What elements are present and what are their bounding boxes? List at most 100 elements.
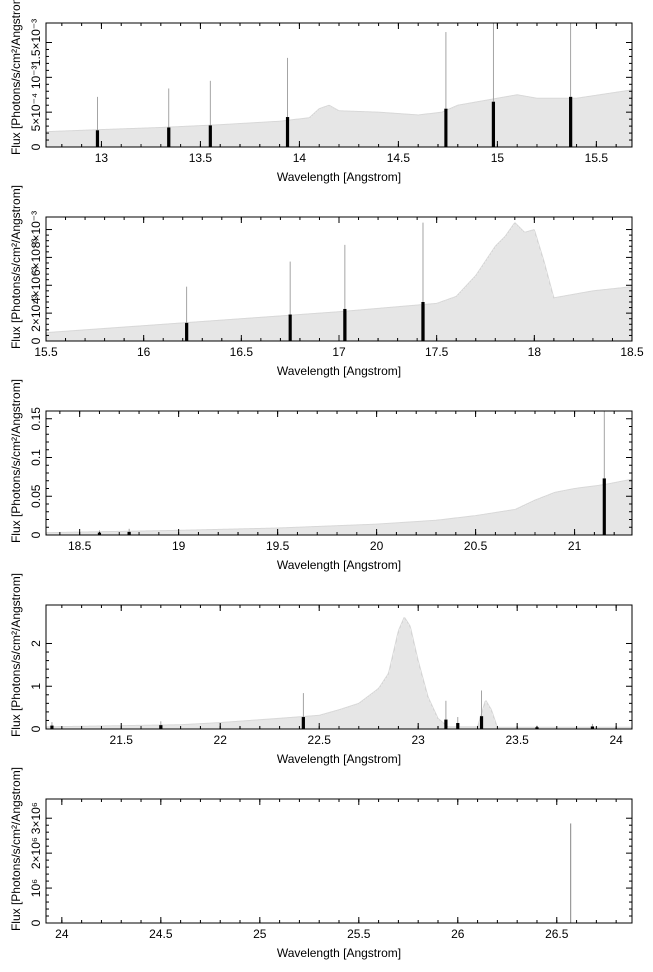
x-tick-label: 18.5 xyxy=(620,345,644,359)
emission-line-bar xyxy=(479,716,484,729)
plot-frame xyxy=(45,410,633,536)
plot-area xyxy=(46,411,632,535)
x-axis-label: Wavelength [Angstrom] xyxy=(277,946,401,960)
y-axis-label: Flux [Photons/s/cm²/Angstrom] xyxy=(9,767,23,931)
x-tick-label: 24.5 xyxy=(149,927,173,941)
x-tick-label: 19 xyxy=(172,539,186,553)
emission-line-bar xyxy=(285,117,290,147)
continuum-envelope xyxy=(46,89,632,133)
x-tick-label: 13.5 xyxy=(189,151,213,165)
panel-4: 21.5 22 22.5 23 23.5 24 0 1 2 Wavelength [Angstro… xyxy=(9,573,633,766)
emission-line-bar xyxy=(343,308,347,341)
y-tick-label: 0.1 xyxy=(29,449,43,466)
x-tick-label: 18.5 xyxy=(68,539,92,553)
y-tick-label: 3×10⁶ xyxy=(29,802,43,834)
x-tick-label: 17.5 xyxy=(425,345,449,359)
continuum-envelope xyxy=(46,478,632,534)
plot-area xyxy=(46,23,632,147)
continuum-bins xyxy=(46,618,632,729)
x-axis-label: Wavelength [Angstrom] xyxy=(277,558,401,572)
emission-line-bar xyxy=(570,823,572,923)
emission-line-bar xyxy=(288,314,292,341)
plot-area xyxy=(46,617,632,729)
y-tick-label: 10⁶ xyxy=(29,879,43,897)
x-tick-label: 16 xyxy=(137,345,151,359)
emission-line-bar xyxy=(444,108,448,147)
emission-line-bar xyxy=(95,130,100,147)
x-tick-label: 17 xyxy=(332,345,346,359)
x-tick-label: 16.5 xyxy=(230,345,254,359)
y-axis-label: Flux [Photons/s/cm²/Angstrom] xyxy=(9,185,23,349)
emission-line-bar xyxy=(127,531,131,535)
plot-area xyxy=(570,823,572,923)
emission-line-bar xyxy=(569,96,573,147)
plot-frame xyxy=(45,798,633,924)
emission-line-bar xyxy=(444,719,448,729)
x-tick-label: 20 xyxy=(370,539,384,553)
x-tick-label: 20.5 xyxy=(464,539,488,553)
y-tick-label: 6×10⁻³ xyxy=(29,239,43,276)
x-tick-label: 26 xyxy=(451,927,465,941)
x-tick-label: 24 xyxy=(55,927,69,941)
continuum-bins xyxy=(46,90,632,147)
emission-line-bar xyxy=(208,125,212,147)
y-tick-label: 0 xyxy=(29,919,43,926)
y-tick-label: 2×10⁶ xyxy=(29,837,43,869)
panel-3: 18.5 19 19.5 20 20.5 21 0 0.05 0.1 0.15 Wavelength… xyxy=(9,379,633,572)
emission-line-bar xyxy=(590,726,595,729)
y-tick-label: 0 xyxy=(29,725,43,732)
emission-line-bar xyxy=(602,478,606,535)
y-tick-label: 2×10⁻³ xyxy=(29,294,43,331)
continuum-bins xyxy=(46,479,632,535)
y-tick-label: 8×10⁻³ xyxy=(29,211,43,248)
emission-line-bar xyxy=(167,127,171,147)
y-tick-label: 0 xyxy=(29,337,43,344)
x-tick-label: 23.5 xyxy=(505,733,529,747)
y-axis-label: Flux [Photons/s/cm²/Angstrom] xyxy=(9,0,23,155)
y-axis-label: Flux [Photons/s/cm²/Angstrom] xyxy=(9,573,23,737)
y-tick-label: 10⁻³ xyxy=(29,65,43,89)
x-axis-label: Wavelength [Angstrom] xyxy=(277,752,401,766)
x-tick-label: 14.5 xyxy=(387,151,411,165)
emission-line-bar xyxy=(50,725,54,729)
x-tick-label: 21 xyxy=(568,539,582,553)
x-tick-label: 23 xyxy=(412,733,426,747)
emission-line-bar xyxy=(185,322,189,341)
emission-line-bar xyxy=(491,101,496,147)
y-tick-label: 2 xyxy=(29,640,43,647)
x-tick-label: 13 xyxy=(95,151,109,165)
x-tick-label: 25 xyxy=(253,927,267,941)
y-tick-label: 0 xyxy=(29,531,43,538)
x-tick-label: 22 xyxy=(214,733,228,747)
y-axis-label: Flux [Photons/s/cm²/Angstrom] xyxy=(9,379,23,543)
panel-1: 13 13.5 14 14.5 15 15.5 0 5×10⁻⁴ 10⁻³1.5×10⁻³ Wav… xyxy=(9,0,633,184)
y-tick-label: 0.15 xyxy=(29,407,43,431)
x-tick-label: 15.5 xyxy=(34,345,58,359)
x-tick-label: 15 xyxy=(491,151,505,165)
x-tick-label: 18 xyxy=(528,345,542,359)
continuum-envelope xyxy=(46,222,632,334)
y-tick-label: 0 xyxy=(29,143,43,150)
plot-area xyxy=(46,222,632,341)
x-axis-label: Wavelength [Angstrom] xyxy=(277,364,401,378)
x-tick-label: 24 xyxy=(609,733,623,747)
continuum-bins xyxy=(46,222,632,341)
emission-line-bar xyxy=(301,717,305,729)
x-tick-label: 25.5 xyxy=(347,927,371,941)
x-tick-label: 19.5 xyxy=(266,539,290,553)
y-tick-label: 0.05 xyxy=(29,484,43,508)
x-tick-label: 15.5 xyxy=(585,151,609,165)
panel-5: 24 24.5 25 25.5 26 26.5 0 10⁶ 2×10⁶ 3×10⁶ Waveleng… xyxy=(9,767,633,960)
x-tick-label: 26.5 xyxy=(545,927,569,941)
y-tick-label: 1.5×10⁻³ xyxy=(29,19,43,66)
y-tick-label: 1 xyxy=(29,683,43,690)
x-tick-label: 22.5 xyxy=(308,733,332,747)
panel-2: 15.5 16 16.5 17 17.5 18 18.5 0 2×10⁻³4×10⁻³6×10⁻… xyxy=(9,185,644,378)
x-tick-label: 21.5 xyxy=(110,733,134,747)
y-tick-label: 4×10⁻³ xyxy=(29,267,43,304)
x-axis-label: Wavelength [Angstrom] xyxy=(277,170,401,184)
x-tick-label: 14 xyxy=(293,151,307,165)
y-tick-label: 5×10⁻⁴ xyxy=(29,93,43,132)
continuum-envelope xyxy=(46,617,632,728)
